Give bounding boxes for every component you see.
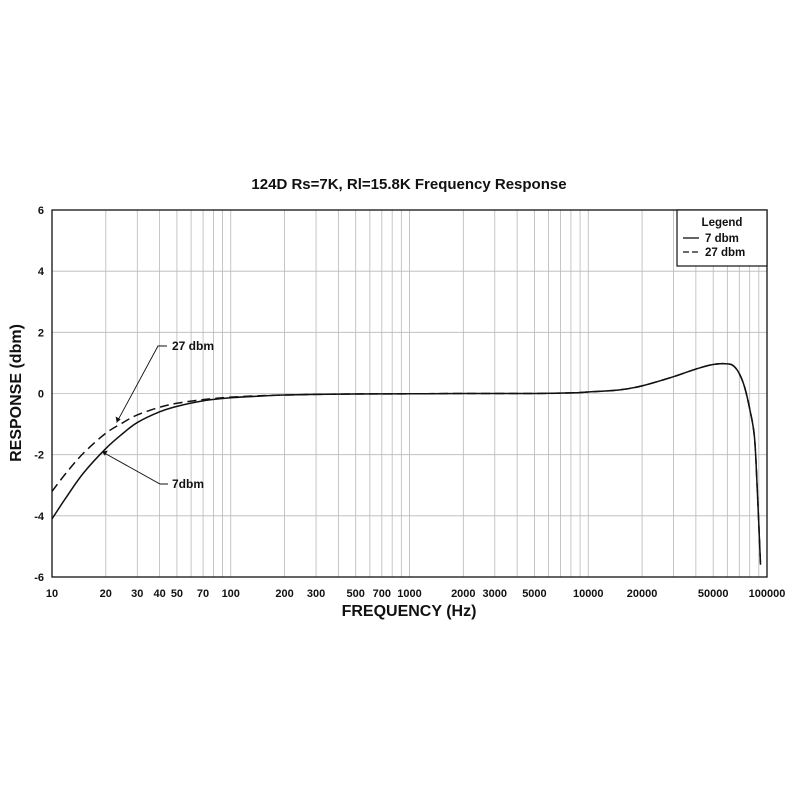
annotation-leader-27dbm (116, 345, 167, 423)
x-tick-label: 100 (222, 588, 240, 600)
legend-entry: 27 dbm (705, 247, 745, 259)
series-line-27dbm (51, 362, 762, 565)
x-tick-label: 700 (373, 588, 391, 600)
y-tick-label: -4 (34, 511, 45, 523)
y-tick-label: 0 (38, 389, 44, 401)
y-tick-label: 2 (38, 327, 44, 339)
x-tick-label: 10 (46, 588, 58, 600)
x-tick-label: 70 (197, 588, 209, 600)
legend-entry: 7 dbm (705, 233, 739, 245)
annotation-label-7dbm: 7dbm (172, 477, 204, 491)
y-tick-label: -2 (34, 450, 44, 462)
x-tick-label: 5000 (522, 588, 546, 600)
annotation-arrowhead-27dbm (115, 416, 121, 423)
x-tick-label: 50 (171, 588, 183, 600)
x-tick-label: 2000 (451, 588, 475, 600)
x-tick-label: 20 (100, 588, 112, 600)
x-tick-label: 30 (131, 588, 143, 600)
x-tick-label: 20000 (627, 588, 658, 600)
y-tick-label: -6 (34, 572, 44, 584)
x-tick-label: 1000 (397, 588, 421, 600)
series-layer (51, 362, 762, 565)
x-tick-label: 40 (153, 588, 165, 600)
y-axis-label: RESPONSE (dbm) (8, 324, 25, 462)
x-tick-label: 200 (275, 588, 293, 600)
legend: Legend 7 dbm 27 dbm (676, 209, 768, 267)
annotations: 27 dbm 7dbm (101, 339, 214, 491)
chart-title: 124D Rs=7K, Rl=15.8K Frequency Response (251, 176, 566, 193)
x-tick-label: 10000 (573, 588, 604, 600)
y-tick-label: 6 (38, 205, 44, 217)
legend-title: Legend (702, 217, 743, 229)
x-tick-label: 3000 (483, 588, 507, 600)
x-tick-label: 50000 (698, 588, 729, 600)
annotation-leader-7dbm (101, 451, 168, 485)
x-tick-label: 100000 (749, 588, 786, 600)
x-tick-label: 300 (307, 588, 325, 600)
x-tick-label: 500 (347, 588, 365, 600)
y-tick-label: 4 (38, 266, 45, 278)
annotation-label-27dbm: 27 dbm (172, 339, 214, 353)
plot-frame (51, 209, 768, 578)
x-axis-label: FREQUENCY (Hz) (342, 603, 477, 620)
annotation-arrowhead-7dbm (101, 450, 108, 456)
